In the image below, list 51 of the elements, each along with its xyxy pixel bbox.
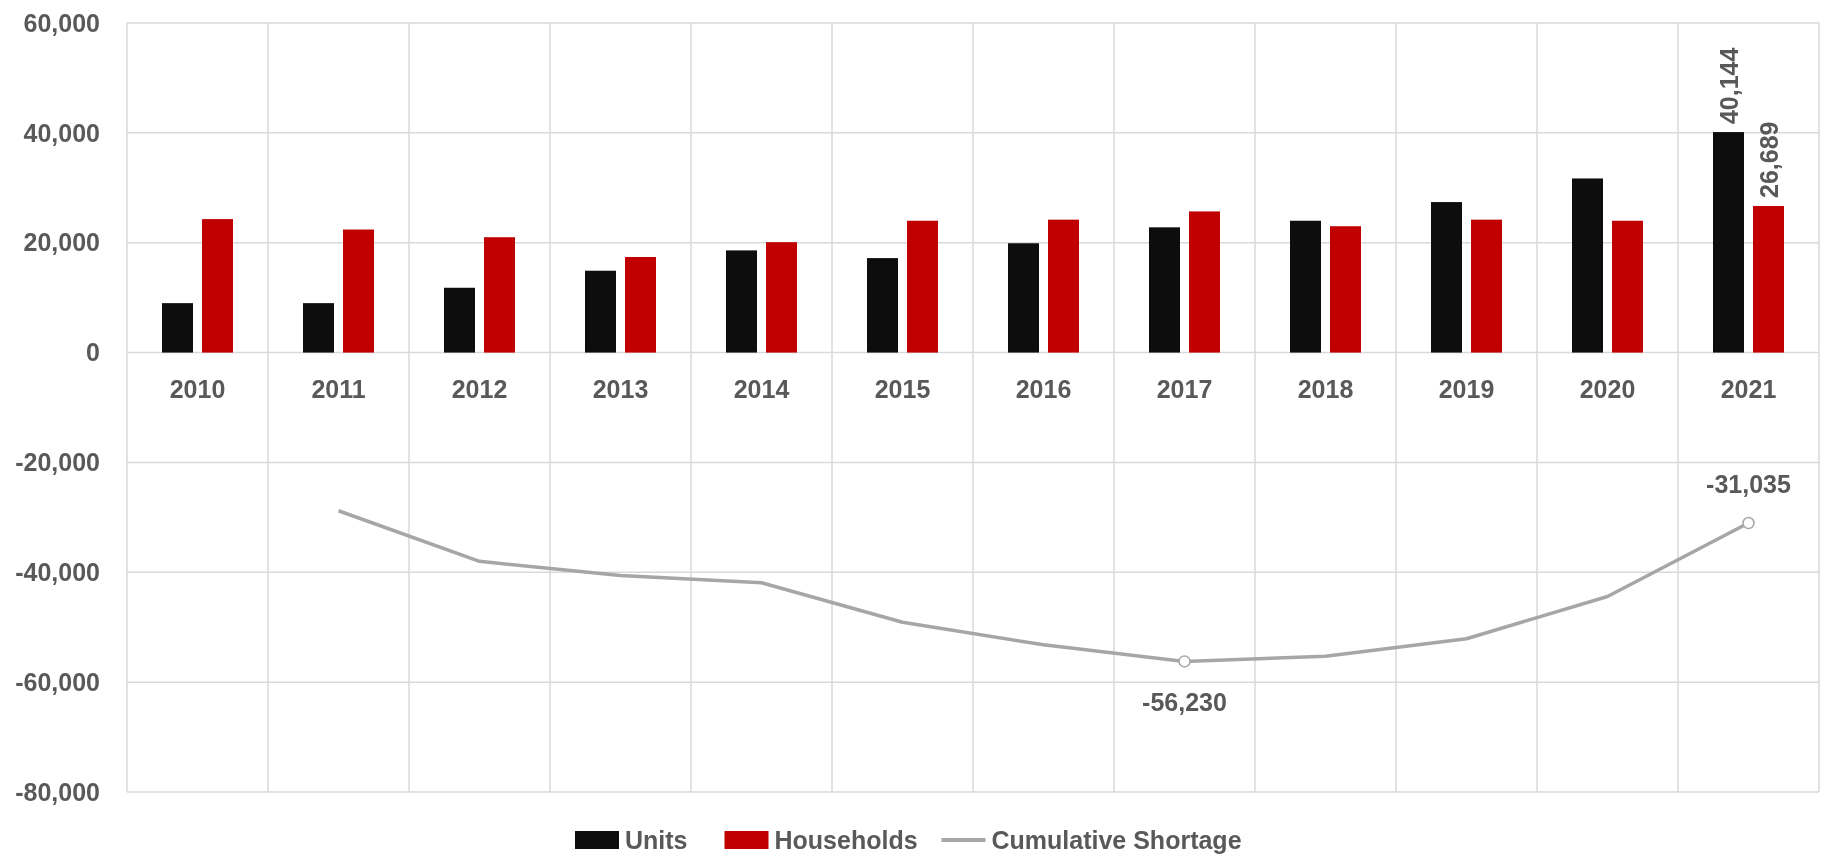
legend-label: Units: [625, 826, 688, 854]
legend-label: Cumulative Shortage: [991, 826, 1242, 854]
x-tick-label: 2020: [1579, 374, 1636, 403]
x-tick-label: 2012: [451, 374, 508, 403]
bar: [343, 229, 374, 353]
y-tick-label: 0: [86, 338, 100, 367]
y-tick-label: 40,000: [23, 118, 100, 147]
x-tick-label: 2016: [1015, 374, 1072, 403]
x-tick-label: 2015: [874, 374, 931, 403]
bar: [1471, 219, 1502, 353]
data-label: -31,035: [1706, 470, 1791, 499]
bar: [625, 257, 656, 353]
bar: [1753, 205, 1784, 353]
bar: [1290, 220, 1321, 353]
data-label: 26,689: [1754, 121, 1783, 198]
x-tick-label: 2019: [1438, 374, 1495, 403]
bar: [162, 303, 193, 353]
bar: [1189, 211, 1220, 353]
bar: [1431, 202, 1462, 353]
y-tick-label: 60,000: [23, 8, 100, 37]
x-tick-label: 2013: [592, 374, 649, 403]
data-label: 40,144: [1714, 47, 1743, 125]
legend-label: Households: [774, 826, 918, 854]
bar: [484, 237, 515, 353]
bar: [907, 220, 938, 353]
bar: [303, 303, 334, 353]
bar: [867, 258, 898, 353]
bar: [1330, 226, 1361, 353]
bar: [585, 270, 616, 353]
bar: [1713, 132, 1744, 353]
x-tick-label: 2021: [1720, 374, 1777, 403]
y-tick-label: 20,000: [23, 228, 100, 257]
bar: [1149, 227, 1180, 353]
y-tick-label: -80,000: [15, 777, 100, 806]
bar: [444, 287, 475, 353]
y-tick-label: -20,000: [15, 448, 100, 477]
bar: [1612, 220, 1643, 353]
x-tick-label: 2011: [311, 374, 366, 403]
bar: [1008, 243, 1039, 353]
x-tick-label: 2018: [1297, 374, 1354, 403]
bar: [202, 219, 233, 353]
bar: [1572, 178, 1603, 353]
y-tick-label: -60,000: [15, 667, 100, 696]
y-tick-label: -40,000: [15, 558, 100, 587]
bar: [726, 250, 757, 353]
x-tick-label: 2017: [1156, 374, 1213, 403]
bar: [766, 242, 797, 353]
data-label: -56,230: [1142, 688, 1227, 717]
bar: [1048, 219, 1079, 353]
x-tick-label: 2014: [733, 374, 790, 403]
x-tick-label: 2010: [169, 374, 226, 403]
